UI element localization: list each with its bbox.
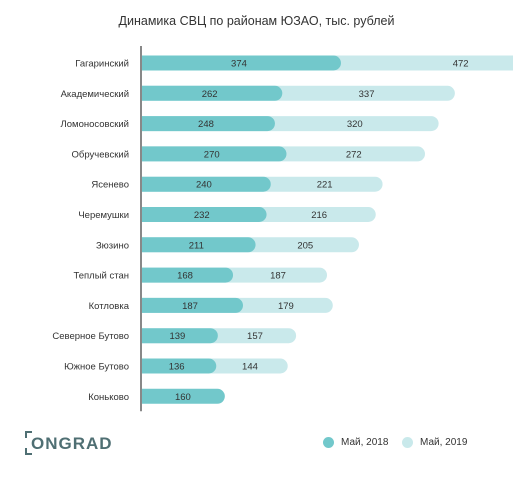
value-label-2018: 270 — [204, 149, 220, 160]
value-label-2019: 272 — [346, 149, 362, 160]
bar-2018 — [141, 388, 225, 404]
value-label-2018: 187 — [182, 301, 198, 312]
legend-label-2018: Май, 2018 — [341, 437, 389, 448]
value-label-2018: 136 — [169, 362, 185, 373]
category-label: Черемушки — [78, 210, 129, 221]
legend-item-2019: Май, 2019 — [402, 437, 467, 448]
value-label-2018: 240 — [196, 180, 212, 191]
logo-text: ONGRAD — [31, 434, 113, 453]
bar-2018 — [141, 116, 275, 132]
category-label: Котловка — [89, 301, 130, 312]
category-label: Гагаринский — [75, 59, 129, 70]
legend-swatch-2019 — [402, 437, 413, 448]
value-label-2018: 168 — [177, 271, 193, 282]
ongrad-logo: ONGRAD — [25, 431, 113, 455]
bar-chart: 472 374 Гагаринский 337 262 Академический 320 2… — [52, 46, 513, 412]
bar-2018 — [141, 328, 218, 344]
value-label-2018: 248 — [198, 119, 214, 130]
value-label-2018: 374 — [231, 59, 247, 70]
category-label: Ясенево — [91, 180, 129, 191]
legend-swatch-2018 — [323, 437, 334, 448]
value-label-2019: 221 — [317, 180, 333, 191]
bar-2018 — [141, 297, 243, 313]
value-label-2018: 211 — [189, 240, 204, 251]
legend-item-2018: Май, 2018 — [323, 437, 388, 448]
bar-2018 — [141, 146, 287, 162]
value-label-2019: 157 — [247, 331, 263, 342]
category-label: Академический — [61, 89, 129, 100]
value-label-2019: 205 — [297, 240, 313, 251]
category-label: Северное Бутово — [52, 331, 129, 342]
bar-2018 — [141, 358, 217, 374]
value-label-2018: 139 — [169, 331, 185, 342]
value-label-2018: 262 — [202, 89, 218, 100]
category-label: Зюзино — [96, 240, 129, 251]
value-label-2019: 179 — [278, 301, 294, 312]
value-label-2019: 144 — [242, 362, 258, 373]
bar-2018 — [141, 237, 256, 253]
value-label-2019: 187 — [270, 271, 286, 282]
category-label: Коньково — [88, 392, 129, 403]
category-label: Теплый стан — [73, 271, 129, 282]
category-label: Ломоносовский — [61, 119, 129, 130]
value-label-2019: 320 — [347, 119, 363, 130]
chart-title: Динамика СВЦ по районам ЮЗАО, тыс. рубле… — [118, 14, 395, 28]
category-label: Обручевский — [72, 149, 129, 160]
bar-2018 — [141, 176, 271, 192]
value-label-2019: 337 — [359, 89, 375, 100]
bar-2018 — [141, 207, 267, 222]
bar-2018 — [141, 85, 283, 101]
legend-label-2019: Май, 2019 — [420, 437, 468, 448]
value-label-2018: 232 — [194, 210, 210, 221]
value-label-2019: 472 — [453, 59, 469, 70]
value-label-2018: 160 — [175, 392, 191, 403]
value-label-2019: 216 — [311, 210, 327, 221]
category-label: Южное Бутово — [64, 362, 129, 373]
bar-2018 — [141, 55, 341, 71]
bar-2018 — [141, 267, 234, 283]
